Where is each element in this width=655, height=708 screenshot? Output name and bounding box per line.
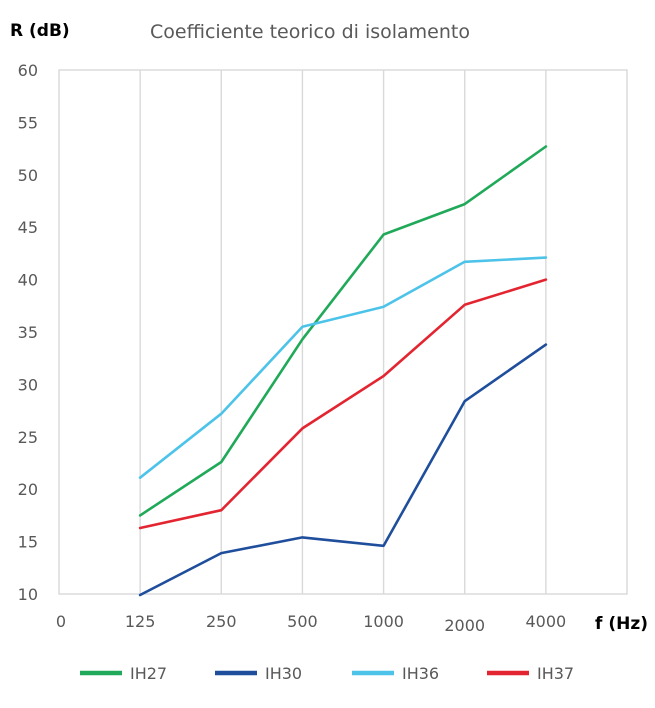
x-tick-label: 125 (125, 612, 156, 631)
y-tick-label: 50 (18, 166, 38, 185)
y-tick-label: 10 (18, 585, 38, 604)
x-tick-labels: 0 125 250 500 1000 2000 4000 (56, 612, 566, 635)
y-tick-label: 15 (18, 533, 38, 552)
chart-title: Coefficiente teorico di isolamento (150, 21, 470, 43)
y-tick-label: 55 (18, 113, 38, 132)
y-tick-label: 30 (18, 375, 38, 394)
y-tick-label: 25 (18, 428, 38, 447)
plot-frame (58, 69, 628, 595)
x-tick-label: 250 (206, 612, 237, 631)
legend-label: IH30 (265, 664, 302, 683)
legend-label: IH27 (130, 664, 167, 683)
series-lines (138, 145, 548, 597)
series-line-ih27 (138, 145, 548, 517)
legend-label: IH37 (537, 664, 574, 683)
series-line-ih30 (138, 343, 548, 597)
y-tick-label: 40 (18, 271, 38, 290)
x-tick-label: 0 (56, 612, 66, 631)
legend: IH27 IH30 IH36 IH37 (80, 664, 574, 683)
y-tick-label: 60 (18, 61, 38, 80)
series-line-ih36 (138, 256, 548, 480)
x-tick-label: 2000 (444, 616, 485, 635)
y-tick-label: 45 (18, 218, 38, 237)
x-axis-label: f (Hz) (595, 614, 648, 634)
y-tick-label: 35 (18, 323, 38, 342)
x-tick-label: 4000 (525, 612, 566, 631)
y-tick-labels: 10 15 20 25 30 35 40 45 50 55 60 (18, 61, 38, 604)
series-line-ih37 (138, 278, 548, 530)
y-tick-label: 20 (18, 480, 38, 499)
y-axis-label: R (dB) (10, 21, 70, 41)
x-tick-label: 1000 (363, 612, 404, 631)
legend-label: IH36 (402, 664, 439, 683)
grid-lines (58, 69, 628, 595)
x-tick-label: 500 (287, 612, 318, 631)
